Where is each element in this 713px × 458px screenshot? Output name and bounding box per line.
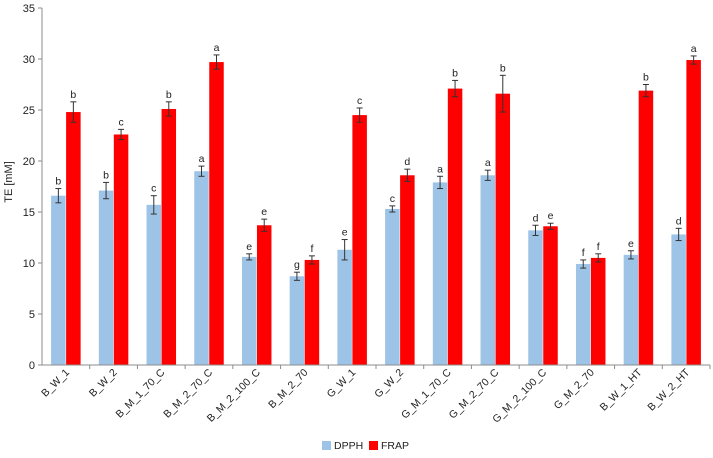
significance-letter: b [70, 89, 76, 101]
x-tick-label: G_W_2 [372, 367, 406, 401]
x-tick-label: B_W_1 [39, 367, 72, 400]
y-tick-label: 20 [23, 156, 35, 168]
legend: DPPH FRAP [322, 440, 409, 452]
significance-letter: a [691, 43, 697, 55]
y-tick-label: 5 [29, 309, 35, 321]
significance-letter: e [628, 238, 634, 250]
significance-letter: d [533, 212, 539, 224]
significance-letter: e [261, 206, 267, 218]
bar-dpph [528, 230, 543, 365]
significance-letter: a [214, 42, 220, 54]
bar-dpph [194, 171, 209, 365]
x-tick-label: B_W_2_HT [645, 366, 692, 413]
significance-letter: e [246, 241, 252, 253]
y-tick-label: 30 [23, 54, 35, 66]
significance-letter: a [437, 163, 443, 175]
y-tick-label: 0 [29, 360, 35, 372]
legend-label-frap: FRAP [381, 440, 409, 452]
significance-letter: b [643, 72, 649, 84]
bar-dpph [51, 195, 66, 365]
significance-letter: b [452, 67, 458, 79]
significance-letter: b [500, 62, 506, 74]
bar-dpph [98, 190, 114, 365]
significance-letter: c [390, 193, 395, 205]
significance-letter: c [151, 183, 156, 195]
significance-letter: a [199, 153, 205, 165]
bar-frap [447, 88, 463, 365]
bar-dpph [432, 182, 448, 365]
significance-letter: d [404, 156, 410, 168]
significance-letter: e [342, 227, 348, 239]
significance-letter: f [597, 241, 600, 253]
bar-dpph [385, 208, 400, 365]
bar-frap [304, 259, 320, 365]
bar-frap [590, 257, 606, 365]
significance-letter: c [118, 116, 123, 128]
significance-letter: b [55, 176, 61, 188]
bar-dpph [671, 234, 686, 365]
bar-dpph [289, 276, 305, 365]
x-tick-label: B_M_1_70_C [114, 366, 168, 420]
significance-letter: b [166, 89, 172, 101]
y-tick-label: 25 [23, 105, 35, 117]
x-tick-label: B_W_1_HT [598, 366, 645, 413]
bar-frap [638, 90, 654, 366]
bar-frap [400, 175, 415, 365]
x-axis: B_W_1 B_W_2B_M_1_70_CB_M_2_70_CB_M_2_100_… [39, 364, 711, 425]
bar-frap [113, 134, 129, 365]
y-axis: 0 5 10 15 20 25 30 35 [23, 3, 43, 372]
bar-frap [209, 62, 224, 366]
significance-letter: a [485, 157, 491, 169]
bar-dpph [623, 254, 639, 365]
x-tick-label: G_W_1 [325, 367, 359, 401]
significance-letter: d [676, 215, 682, 227]
bar-frap [686, 60, 701, 366]
bar-frap [161, 108, 177, 365]
bar-frap [495, 93, 511, 366]
significance-letter: b [103, 169, 109, 181]
bar-dpph [337, 249, 352, 365]
bar-dpph [480, 175, 496, 365]
y-tick-label: 35 [23, 3, 35, 15]
bar-dpph [241, 256, 257, 365]
significance-letter: f [310, 243, 313, 255]
bar-dpph [146, 204, 162, 365]
legend-swatch-dpph [322, 441, 331, 450]
legend-swatch-frap [369, 441, 378, 450]
significance-letter: f [582, 247, 585, 259]
significance-letter: e [548, 210, 554, 222]
y-tick-label: 10 [23, 258, 35, 270]
significance-letter: g [294, 259, 300, 271]
x-tick-label: B_W_2 [87, 367, 120, 400]
bar-frap [352, 115, 367, 365]
bar-dpph [575, 264, 591, 365]
x-tick-label: B_M_2_70 [266, 367, 311, 412]
bar-frap [66, 112, 81, 365]
bar-frap [256, 225, 272, 365]
y-tick-label: 15 [23, 207, 35, 219]
y-axis-title: TE [mM] [3, 161, 15, 203]
x-tick-label: G_M_2_70 [552, 367, 597, 412]
legend-label-dpph: DPPH [334, 440, 363, 452]
significance-letter: c [357, 95, 362, 107]
bar-frap [543, 226, 558, 365]
